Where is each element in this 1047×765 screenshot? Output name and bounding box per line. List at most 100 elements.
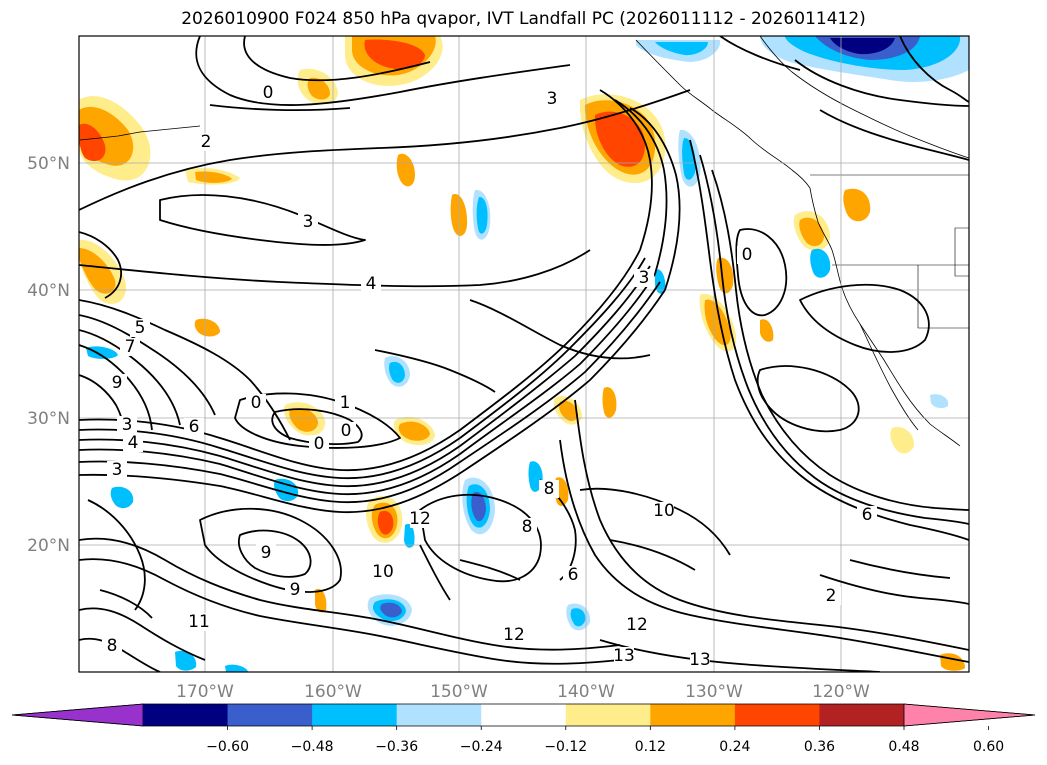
colorbar-segment: [227, 704, 313, 726]
contour-label: 0: [341, 421, 352, 441]
anomaly-patch: [843, 188, 871, 222]
contour-label: 6: [862, 505, 873, 525]
anomaly-patch: [930, 394, 949, 409]
contour-label: 12: [503, 625, 525, 645]
contour-label-bg: [196, 133, 216, 151]
contour-line: [79, 257, 646, 480]
contour-label: 10: [372, 562, 394, 582]
contour-label: 13: [613, 646, 635, 666]
contour-line: [79, 607, 206, 661]
contour-label-bg: [309, 435, 329, 453]
contour-label-bg: [184, 418, 204, 436]
anomaly-patch: [830, 38, 895, 55]
contour-line: [79, 558, 621, 665]
contour-label: 2: [826, 586, 837, 606]
contour-label-bg: [857, 506, 877, 524]
anomaly-patch: [476, 196, 488, 234]
contour-label-bg: [285, 581, 305, 599]
contour-label-bg: [614, 647, 634, 665]
contour-label: 6: [568, 565, 579, 585]
contour-label-bg: [634, 269, 654, 287]
anomaly-patch: [274, 478, 299, 502]
contour-label-bg: [130, 319, 150, 337]
coastlines: [79, 36, 969, 447]
anomaly-patch: [559, 400, 578, 421]
latitude-labels: 50°N 40°N 30°N 20°N: [27, 154, 70, 556]
contour-label-bg: [246, 394, 266, 412]
contour-label: 1: [340, 393, 351, 413]
longitude-label: 170°W: [176, 682, 234, 702]
anomaly-patch: [570, 608, 586, 627]
anomaly-patch: [810, 248, 831, 278]
contour-line: [599, 639, 881, 672]
anomaly-patch: [655, 269, 666, 294]
contour-line: [849, 559, 951, 579]
contour-line: [79, 281, 661, 504]
contour-line: [79, 265, 651, 488]
contour-line: [79, 89, 691, 211]
coastline-british-columbia: [809, 187, 833, 251]
contour-label-bg: [563, 566, 583, 584]
contour-line: [719, 36, 801, 71]
contour-label: 4: [128, 433, 139, 453]
anomaly-patch: [86, 346, 118, 359]
contour-label-bg: [690, 651, 710, 669]
contour-line: [238, 529, 312, 578]
contour-line: [629, 107, 681, 291]
latitude-label: 40°N: [27, 281, 70, 301]
contour-line: [243, 36, 431, 82]
contour-line: [574, 399, 969, 651]
colorbar-tick-label: −0.60: [206, 739, 249, 755]
contour-line: [794, 59, 969, 107]
contour-label-bg: [335, 394, 355, 412]
latitude-label: 30°N: [27, 409, 70, 429]
contour-label-bg: [410, 510, 430, 528]
anomaly-patch: [471, 491, 486, 522]
longitude-label: 120°W: [812, 682, 870, 702]
contour-label-bg: [258, 84, 278, 102]
colorbar-segment: [734, 704, 820, 726]
contour-line: [374, 349, 496, 393]
contour-label-bg: [627, 616, 647, 634]
anomaly-patch: [79, 123, 106, 162]
contour-label-bg: [539, 480, 559, 498]
contour-line: [819, 109, 969, 161]
contour-line: [819, 574, 969, 605]
latitude-label: 50°N: [27, 154, 70, 174]
colorbar-tick-label: −0.36: [375, 739, 418, 755]
contour-line: [159, 194, 366, 246]
contour-label: 13: [689, 650, 711, 670]
colorbar-tick-label: −0.48: [291, 739, 334, 755]
contour-label-bg: [189, 613, 209, 631]
colorbar-segment: [143, 704, 229, 726]
anomaly-patch: [194, 318, 220, 337]
contour-line: [459, 559, 521, 581]
contour-label: 8: [107, 636, 118, 656]
longitude-label: 160°W: [304, 682, 362, 702]
contour-label: 8: [522, 517, 533, 537]
contour-label: 9: [261, 543, 272, 563]
contour-label: 12: [626, 615, 648, 635]
contour-label-bg: [373, 563, 393, 581]
colorbar-tick-label: 0.48: [888, 739, 919, 755]
contour-line: [234, 392, 401, 449]
colorbar-segment: [312, 704, 398, 726]
contour-label: 2: [201, 132, 212, 152]
contour-label: 9: [112, 373, 123, 393]
anomaly-patch: [225, 664, 248, 672]
contour-label-bg: [107, 461, 127, 479]
colorbar-tick-label: 0.12: [635, 739, 666, 755]
colorbar-extend-high: [903, 703, 1036, 727]
contour-line: [559, 439, 969, 663]
colorbar-tick-label: −0.12: [544, 739, 587, 755]
contour-label: 6: [189, 417, 200, 437]
contour-label-bg: [120, 338, 140, 356]
anomaly-patch: [364, 39, 425, 70]
contour-label: 10: [653, 501, 675, 521]
colorbar: [11, 703, 1036, 727]
anomaly-patch: [799, 217, 824, 247]
contour-label: 0: [263, 83, 274, 103]
